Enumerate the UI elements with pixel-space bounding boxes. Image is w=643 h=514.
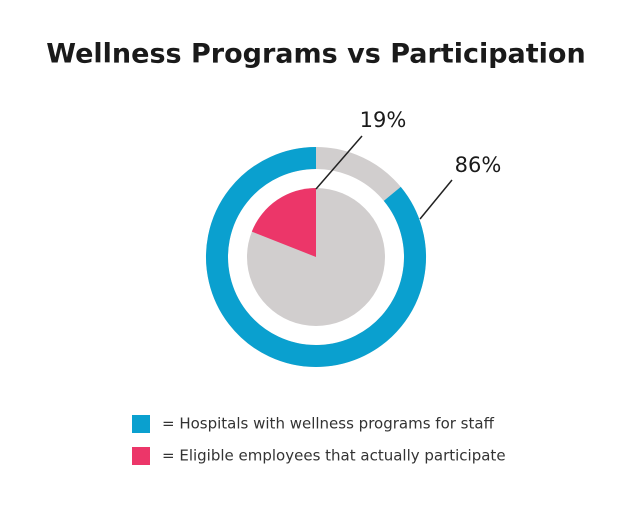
leader-line [315,135,363,190]
value-label: 19% [360,108,407,132]
value-label: 86% [455,153,502,177]
legend-label: = Hospitals with wellness programs for s… [162,415,495,433]
legend-swatch [132,447,150,465]
chart-title: Wellness Programs vs Participation [46,39,585,70]
legend-label: = Eligible employees that actually parti… [162,447,506,465]
pie-slice [251,188,316,257]
leader-line [419,179,453,220]
ring-arc [206,147,426,367]
legend-swatch [132,415,150,433]
